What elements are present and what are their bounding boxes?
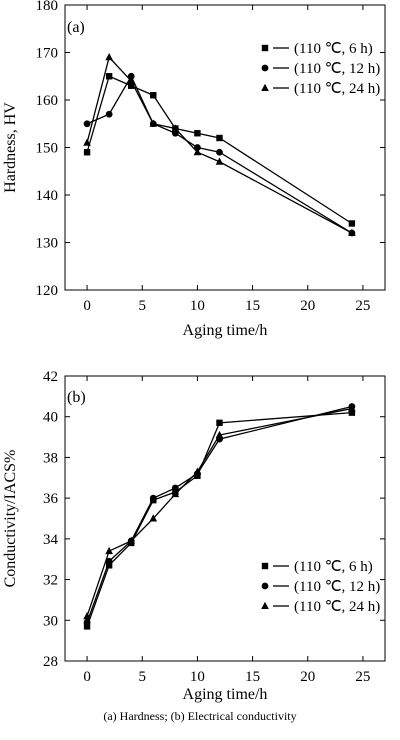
panel-label: (a): [67, 19, 85, 36]
data-point: [127, 72, 135, 80]
data-point: [83, 612, 91, 620]
y-tick-label: 160: [36, 93, 59, 109]
data-point: [105, 53, 113, 61]
legend-label: (110 ℃, 6 h): [294, 559, 373, 575]
data-point: [105, 110, 113, 118]
data-point: [171, 124, 180, 132]
data-point: [194, 144, 201, 151]
legend-label: (110 ℃, 24 h): [294, 599, 380, 615]
x-tick-label: 5: [138, 298, 146, 314]
data-point: [150, 92, 157, 99]
data-point: [348, 409, 356, 416]
data-point: [149, 494, 157, 502]
data-point: [193, 467, 202, 475]
y-axis-label: Hardness, HV: [2, 102, 19, 193]
data-point: [171, 489, 180, 498]
plot-frame: [64, 375, 386, 662]
chart-panel-a: 0 5 10 15 20 25 120 130 140 150 160 170 180 Aging tim…: [2, 0, 386, 339]
y-tick-label: 170: [36, 46, 59, 62]
data-point: [149, 119, 158, 127]
legend-marker: [261, 83, 269, 91]
y-axis-label: Conductivity/IACS%: [2, 450, 19, 588]
x-tick-label: 10: [190, 298, 205, 314]
data-point: [194, 130, 201, 137]
series-line: [86, 55, 353, 234]
series-line: [86, 405, 353, 623]
y-tick-label: 40: [43, 410, 58, 426]
x-tick-label: 5: [138, 669, 146, 685]
y-tick-label: 34: [43, 532, 59, 548]
data-point: [348, 228, 356, 236]
data-point: [348, 404, 356, 412]
data-point: [216, 419, 223, 427]
legend: (110 ℃, 6 h) (110 ℃, 12 h) (110 ℃, 24 h): [261, 559, 380, 615]
legend-label: (110 ℃, 12 h): [294, 61, 380, 77]
x-tick-label: 25: [355, 298, 370, 314]
y-tick-label: 140: [36, 188, 59, 204]
data-point: [216, 148, 223, 156]
figure-caption: (a) Hardness; (b) Electrical conductivit…: [103, 709, 296, 723]
series-circle: [83, 72, 356, 237]
data-point: [127, 536, 136, 544]
y-tick-label: 120: [36, 283, 59, 299]
data-point: [105, 562, 113, 569]
y-tick-label: 30: [43, 613, 58, 629]
data-point: [83, 138, 91, 146]
legend-label: (110 ℃, 24 h): [294, 81, 380, 97]
x-axis-label: Aging time/h: [183, 686, 268, 703]
data-point: [348, 220, 356, 227]
legend-marker: [261, 562, 269, 570]
legend-marker: [261, 44, 269, 52]
legend-label: (110 ℃, 12 h): [294, 579, 380, 595]
data-point: [105, 73, 113, 80]
series-triangle: [83, 404, 356, 620]
data-point: [105, 546, 113, 555]
y-tick-label: 38: [43, 450, 58, 466]
data-point: [128, 82, 135, 89]
data-point: [193, 148, 202, 156]
series-square: [83, 73, 356, 227]
data-point: [83, 149, 91, 156]
y-tick-label: 180: [36, 0, 59, 14]
series-line: [86, 411, 352, 627]
series-line: [86, 74, 353, 234]
data-point: [171, 129, 179, 137]
data-point: [215, 430, 224, 439]
x-tick-label: 10: [190, 669, 205, 685]
y-tick-label: 150: [36, 141, 59, 157]
data-point: [215, 157, 224, 165]
data-point: [105, 557, 113, 565]
legend-marker: [261, 64, 269, 72]
x-tick-label: 25: [355, 669, 370, 685]
data-point: [127, 76, 136, 84]
y-tick-label: 32: [43, 573, 58, 589]
data-point: [83, 623, 91, 630]
x-axis-label: Aging time/h: [183, 322, 268, 339]
data-point: [149, 514, 158, 522]
y-tick-label: 130: [36, 236, 59, 252]
data-point: [83, 618, 91, 626]
data-point: [171, 484, 179, 492]
series-line: [86, 75, 353, 225]
x-tick-label: 20: [300, 298, 315, 314]
x-tick-label: 0: [83, 669, 91, 685]
legend-marker: [261, 601, 269, 609]
panel-label: (b): [67, 389, 86, 406]
x-tick-label: 15: [245, 298, 260, 314]
chart-panel-b: 0 5 10 15 20 25 28 30 32 34 36 38 40 42 Aging time/h Co…: [2, 369, 386, 703]
y-tick-label: 28: [43, 654, 58, 670]
series-line: [86, 407, 353, 617]
series-triangle: [83, 53, 356, 236]
data-point: [216, 134, 223, 142]
data-point: [83, 120, 91, 128]
x-tick-label: 0: [83, 298, 91, 314]
y-tick-label: 42: [43, 369, 58, 385]
legend-label: (110 ℃, 6 h): [294, 41, 373, 57]
legend: (110 ℃, 6 h) (110 ℃, 12 h) (110 ℃, 24 h): [261, 41, 380, 97]
legend-marker: [261, 582, 269, 590]
x-tick-label: 15: [245, 669, 260, 685]
x-tick-label: 20: [300, 669, 315, 685]
y-tick-label: 36: [43, 491, 59, 507]
